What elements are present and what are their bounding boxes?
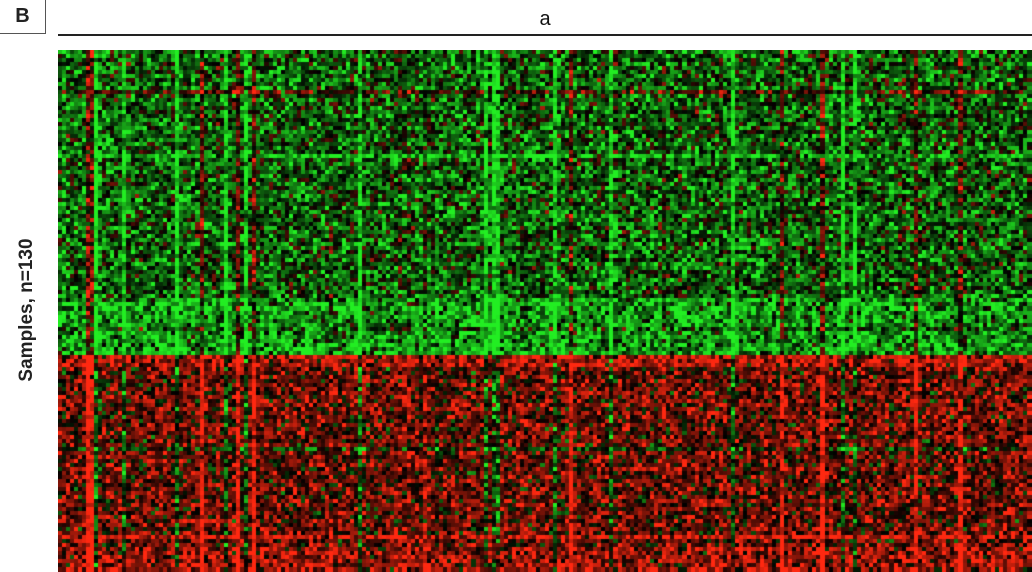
column-group-bar (58, 34, 1032, 36)
y-axis-label: Samples, n=130 (16, 238, 37, 382)
heatmap-grid (58, 50, 1032, 572)
column-group-label: a (539, 8, 551, 30)
panel-label: B (0, 0, 46, 34)
